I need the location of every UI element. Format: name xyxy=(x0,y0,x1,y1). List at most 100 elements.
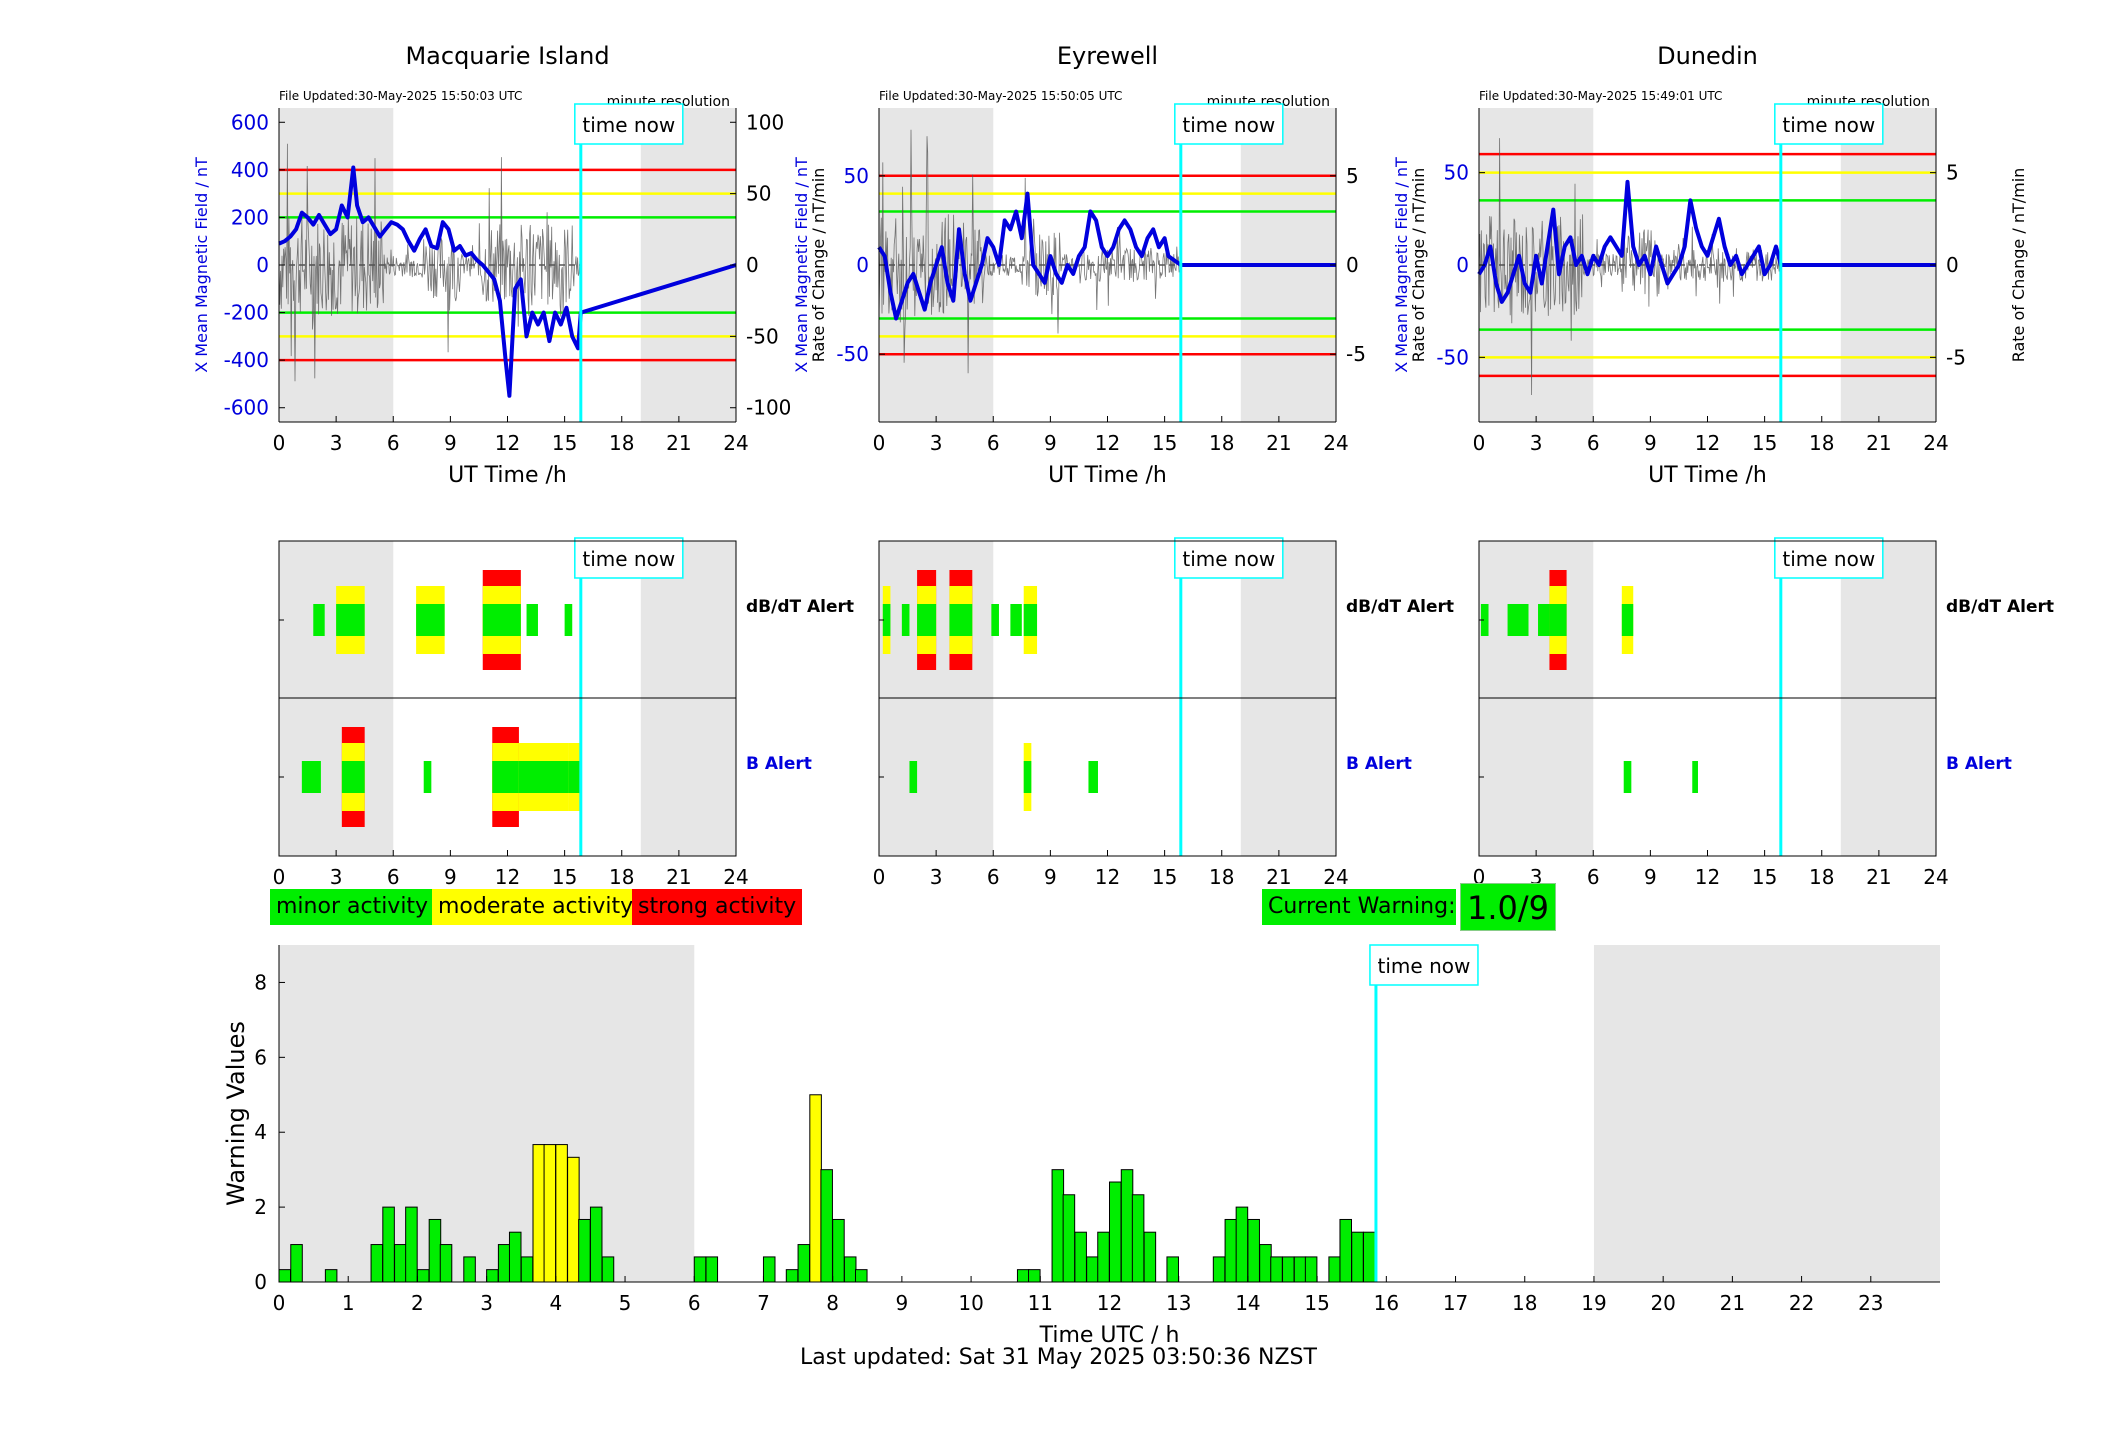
dbdt-alert-block-minor xyxy=(416,604,445,636)
xtick-label: 9 xyxy=(444,431,457,455)
warning-bar xyxy=(797,1244,811,1283)
warning-bar xyxy=(1235,1206,1249,1283)
field-series-line xyxy=(877,191,1336,321)
warning-xtick-label: 14 xyxy=(1235,1291,1260,1315)
warning-bar xyxy=(1304,1256,1318,1283)
warning-xtick-label: 10 xyxy=(958,1291,983,1315)
warning-xtick-label: 22 xyxy=(1789,1291,1814,1315)
warning-xtick-label: 20 xyxy=(1650,1291,1675,1315)
b-alert-block-minor xyxy=(301,761,321,793)
rate-of-change-trace xyxy=(878,129,1181,374)
alert-xtick-label: 24 xyxy=(1923,865,1948,889)
warning-xtick-label: 1 xyxy=(342,1291,355,1315)
y-axis-label-right: Rate of Change / nT/min xyxy=(2009,168,2028,363)
ytick-right-label: 5 xyxy=(1946,161,1959,185)
warning-xtick-label: 23 xyxy=(1858,1291,1883,1315)
legend-moderate-label: moderate activity xyxy=(438,894,634,919)
time-now-box xyxy=(574,103,684,145)
ytick-left-label: -200 xyxy=(224,301,269,325)
warning-bar xyxy=(693,1256,707,1283)
warning-xtick-label: 17 xyxy=(1443,1291,1468,1315)
warning-bar xyxy=(809,1094,822,1283)
warning-bar xyxy=(428,1218,442,1283)
warning-ytick-label: 8 xyxy=(254,970,267,994)
warning-xtick-label: 21 xyxy=(1720,1291,1745,1315)
ytick-right-label: 0 xyxy=(1946,253,1959,277)
warning-xtick-label: 0 xyxy=(273,1291,286,1315)
dbdt-alert-block-minor xyxy=(949,604,973,636)
warning-ytick-label: 4 xyxy=(254,1120,267,1144)
warning-bar xyxy=(1247,1218,1260,1283)
alert-xtick-label: 9 xyxy=(1644,865,1657,889)
warning-xtick-label: 19 xyxy=(1581,1291,1606,1315)
warning-bar xyxy=(1131,1194,1145,1283)
warning-time-now-label: time now xyxy=(1378,954,1471,978)
xtick-label: 18 xyxy=(609,431,634,455)
warning-time-now-box xyxy=(1369,944,1479,986)
dbdt-alert-block-minor xyxy=(336,604,365,636)
x-axis-label: UT Time /h xyxy=(1048,463,1167,488)
ytick-right-label: -50 xyxy=(746,324,779,348)
dbdt-alert-block-minor xyxy=(1480,604,1489,636)
alert-xtick-label: 3 xyxy=(330,865,343,889)
warning-bar xyxy=(1339,1218,1353,1283)
station-title: Dunedin xyxy=(1657,42,1758,70)
current-warning-value-box: 1.0/9 xyxy=(1460,883,1556,931)
warning-bar xyxy=(532,1144,546,1283)
last-updated: Last updated: Sat 31 May 2025 03:50:36 N… xyxy=(800,1345,1317,1370)
xtick-label: 18 xyxy=(1809,431,1834,455)
x-axis-label: UT Time /h xyxy=(448,463,567,488)
y-axis-label-left: X Mean Magnetic Field / nT xyxy=(192,157,211,373)
warning-bar xyxy=(1086,1256,1099,1283)
warning-bar xyxy=(1328,1256,1341,1283)
alert-xtick-label: 9 xyxy=(1044,865,1057,889)
warning-bar xyxy=(567,1156,580,1283)
warning-bar xyxy=(601,1256,615,1283)
ytick-left-label: 50 xyxy=(844,164,869,188)
warning-bar xyxy=(1212,1256,1226,1283)
b-alert-block-minor xyxy=(1088,761,1098,793)
warning-bar xyxy=(520,1256,534,1283)
warning-bar xyxy=(1120,1169,1134,1283)
alert-xtick-label: 24 xyxy=(1323,865,1348,889)
warning-bar xyxy=(589,1206,603,1283)
xtick-label: 15 xyxy=(552,431,577,455)
warning-bar xyxy=(394,1244,407,1283)
dbdt-alert-block-minor xyxy=(991,604,999,636)
station-title: Macquarie Island xyxy=(405,42,609,70)
alert-time-now-label: time now xyxy=(1782,547,1875,571)
warning-bar xyxy=(1224,1218,1238,1283)
ytick-left-label: -50 xyxy=(836,342,869,366)
alert-time-now-label: time now xyxy=(1182,547,1275,571)
alert-xtick-label: 21 xyxy=(1866,865,1891,889)
ytick-left-label: 50 xyxy=(1444,161,1469,185)
warning-night-shade xyxy=(1593,945,1940,1282)
b-alert-block-minor xyxy=(423,761,432,793)
ytick-left-label: 0 xyxy=(856,253,869,277)
ytick-left-label: -400 xyxy=(224,348,269,372)
warning-bar xyxy=(1109,1181,1122,1283)
warning-xtick-label: 13 xyxy=(1166,1291,1191,1315)
ytick-left-label: 200 xyxy=(231,205,269,229)
alert-xtick-label: 18 xyxy=(609,865,634,889)
xtick-label: 6 xyxy=(987,431,1000,455)
warning-bar xyxy=(832,1218,845,1283)
xtick-label: 6 xyxy=(1587,431,1600,455)
warning-bar xyxy=(1362,1231,1376,1283)
alert-xtick-label: 15 xyxy=(1152,865,1177,889)
warning-bar xyxy=(405,1206,418,1283)
warning-bar xyxy=(1143,1231,1157,1283)
warning-xtick-label: 18 xyxy=(1512,1291,1537,1315)
alert-time-now-box xyxy=(1774,537,1884,579)
warning-xtick-label: 5 xyxy=(619,1291,632,1315)
warning-bar xyxy=(555,1144,568,1283)
warning-bar xyxy=(508,1231,522,1283)
warning-bar xyxy=(324,1269,338,1283)
warning-xtick-label: 4 xyxy=(549,1291,562,1315)
legend-minor: minor activity xyxy=(270,889,432,925)
b-alert-block-minor xyxy=(341,761,365,793)
dbdt-alert-block-minor xyxy=(917,604,937,636)
warning-bar xyxy=(486,1269,499,1283)
warning-bar xyxy=(543,1144,557,1283)
